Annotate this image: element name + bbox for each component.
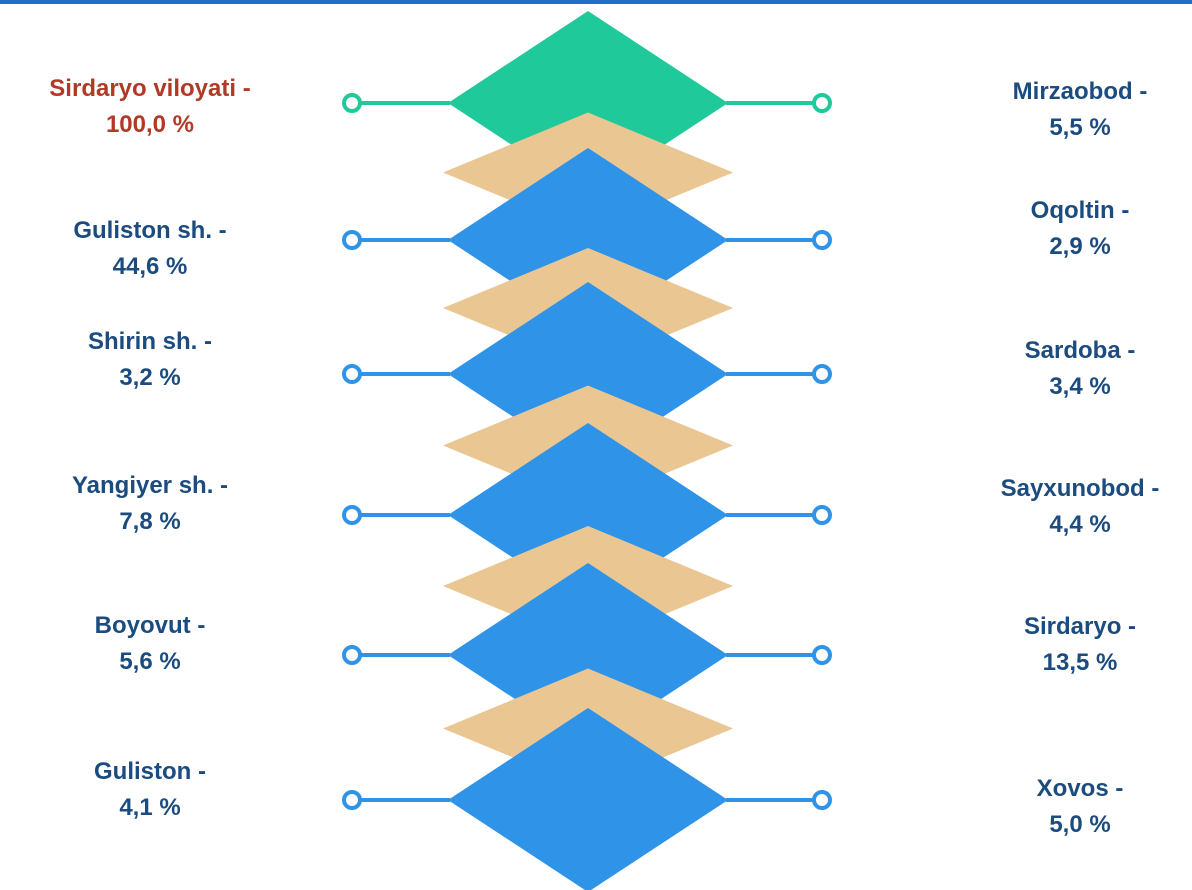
right-label: Sardoba - 3,4 % xyxy=(930,333,1192,405)
area-percentage: 3,4 % xyxy=(1049,373,1111,400)
connector-node-left xyxy=(342,93,362,113)
connector-node-left xyxy=(342,790,362,810)
connector-node-right xyxy=(812,790,832,810)
connector-node-left xyxy=(342,645,362,665)
area-name: Yangiyer sh. - xyxy=(71,472,229,499)
right-label: Xovos - 5,0 % xyxy=(930,771,1192,843)
connector-node-right xyxy=(812,364,832,384)
area-percentage: 5,6 % xyxy=(119,648,181,675)
area-percentage: 5,5 % xyxy=(1049,114,1111,141)
top-border xyxy=(0,0,1192,4)
area-name: Sirdaryo - xyxy=(1023,613,1137,640)
connector-node-left xyxy=(342,505,362,525)
area-name: Sirdaryo viloyati - xyxy=(49,75,251,102)
connector-node-right xyxy=(812,93,832,113)
right-label: Sayxunobod - 4,4 % xyxy=(930,471,1192,543)
area-name: Boyovut - xyxy=(94,612,206,639)
area-percentage: 100,0 % xyxy=(105,111,195,138)
right-label: Oqoltin - 2,9 % xyxy=(930,193,1192,265)
connector-node-left xyxy=(342,230,362,250)
left-label: Boyovut - 5,6 % xyxy=(0,608,300,680)
connector-node-right xyxy=(812,645,832,665)
right-label: Sirdaryo - 13,5 % xyxy=(930,609,1192,681)
right-label: Mirzaobod - 5,5 % xyxy=(930,74,1192,146)
left-label: Guliston sh. - 44,6 % xyxy=(0,213,300,285)
area-name: Shirin sh. - xyxy=(87,328,212,355)
area-percentage: 4,4 % xyxy=(1049,511,1111,538)
area-name: Xovos - xyxy=(1036,775,1124,802)
area-percentage: 7,8 % xyxy=(119,508,181,535)
left-label: Shirin sh. - 3,2 % xyxy=(0,324,300,396)
area-percentage: 13,5 % xyxy=(1042,649,1118,676)
connector-node-left xyxy=(342,364,362,384)
area-name: Mirzaobod - xyxy=(1012,78,1148,105)
area-name: Oqoltin - xyxy=(1030,197,1130,224)
area-name: Sardoba - xyxy=(1024,337,1136,364)
area-percentage: 4,1 % xyxy=(119,794,181,821)
area-percentage: 3,2 % xyxy=(119,364,181,391)
left-label: Yangiyer sh. - 7,8 % xyxy=(0,468,300,540)
district-diamond xyxy=(448,708,728,890)
connector-node-right xyxy=(812,230,832,250)
area-name: Guliston - xyxy=(94,758,206,785)
left-label: Sirdaryo viloyati - 100,0 % xyxy=(0,71,300,143)
area-name: Sayxunobod - xyxy=(1000,475,1160,502)
left-label: Guliston - 4,1 % xyxy=(0,754,300,826)
area-name: Guliston sh. - xyxy=(73,217,227,244)
area-percentage: 44,6 % xyxy=(112,253,188,280)
area-percentage: 5,0 % xyxy=(1049,811,1111,838)
connector-node-right xyxy=(812,505,832,525)
area-percentage: 2,9 % xyxy=(1049,233,1111,260)
